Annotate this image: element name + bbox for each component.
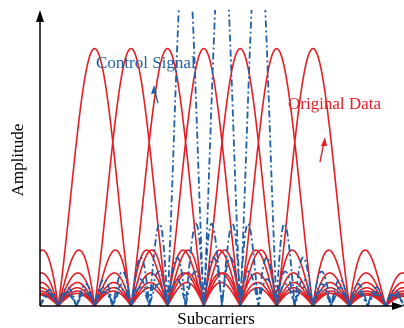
original-data-curve-0 (40, 47, 404, 306)
x-axis-arrow-icon (392, 302, 404, 310)
y-axis-arrow-icon (36, 10, 44, 22)
control-signal-label: Control Signal (96, 53, 196, 72)
x-axis-label: Subcarriers (177, 309, 254, 328)
original-data-curve-5 (40, 47, 404, 306)
control-signal-arrow-icon (151, 85, 159, 104)
original-data-curve-6 (40, 47, 404, 306)
original-data-curve-4 (40, 47, 404, 306)
y-axis-label: Amplitude (8, 124, 27, 197)
curves-layer (40, 10, 404, 306)
original-data-curve-2 (40, 47, 404, 306)
control-signal-curve-2 (40, 10, 404, 306)
control-signal-curve-0 (40, 10, 404, 306)
original-data-label: Original Data (288, 94, 381, 113)
control-signal-curve-1 (40, 10, 404, 306)
original-data-curve-3 (40, 47, 404, 306)
original-data-arrow-icon (319, 137, 327, 163)
original-data-curve-1 (40, 47, 404, 306)
